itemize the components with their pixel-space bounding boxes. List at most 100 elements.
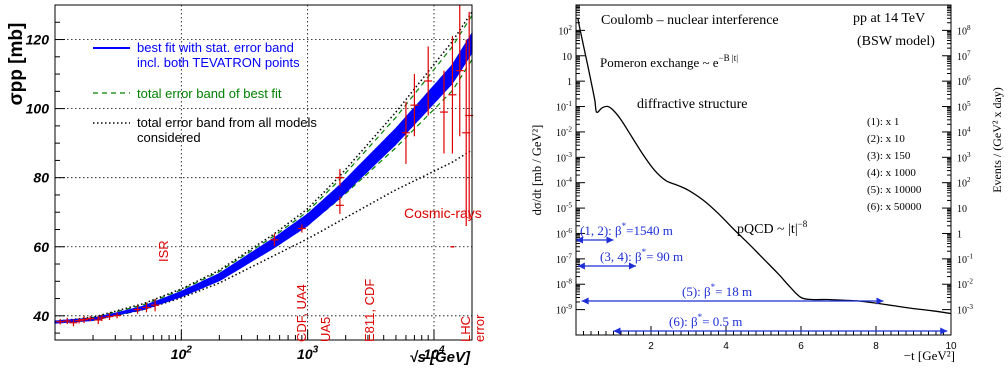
annotation-cdf-ua4: CDF, UA4 bbox=[294, 284, 309, 342]
beta-range-arrow-right bbox=[876, 297, 884, 305]
annotation-pqcd-main: pQCD ~ |t| bbox=[737, 222, 798, 237]
legend-label-best-fit-2: incl. both TEVATRON points bbox=[137, 55, 300, 70]
data-point bbox=[401, 101, 410, 164]
total-band-upper bbox=[54, 15, 473, 323]
annotation-lhc: LHC bbox=[458, 316, 473, 342]
left-ticks: 102 103 104 40 60 80 100 120 bbox=[26, 21, 473, 362]
data-point bbox=[439, 70, 448, 154]
annotation-coulomb: Coulomb – nuclear interference bbox=[601, 13, 779, 28]
left-x-tick-label: 103 bbox=[297, 345, 319, 362]
right-y2-tick-label: 105 bbox=[957, 100, 971, 114]
annotation-pqcd: pQCD ~ |t|−8 bbox=[737, 219, 808, 237]
right-y-axis-label-text: dσ/dt [mb / GeV²] bbox=[530, 125, 544, 216]
data-point bbox=[113, 312, 122, 319]
left-plot-frame bbox=[54, 4, 473, 341]
right-y2-axis-label-text: Events / (GeV² x day) bbox=[990, 87, 1004, 193]
data-point bbox=[151, 298, 160, 312]
beta-range-label: (1, 2): β*=1540 m bbox=[580, 221, 673, 238]
left-y-tick-label: 100 bbox=[26, 101, 50, 117]
left-y-tick-label: 40 bbox=[32, 308, 49, 324]
right-y-tick-label: 10-7 bbox=[556, 252, 572, 266]
right-x-axis-label: −t [GeV²] bbox=[904, 348, 955, 363]
right-y-tick-label: 10-6 bbox=[556, 227, 572, 241]
left-y-tick-label: 80 bbox=[33, 170, 49, 186]
beta-range-label: (5): β*= 18 m bbox=[682, 282, 752, 299]
right-y2-tick-label: 1 bbox=[957, 229, 962, 240]
right-y2-tick-label: 10-2 bbox=[957, 278, 973, 292]
right-y2-tick-label: 10-3 bbox=[957, 303, 973, 317]
beta-range-1: (1, 2): β*=1540 m bbox=[576, 221, 673, 244]
annotation-isr: ISR bbox=[156, 240, 171, 262]
data-point bbox=[75, 317, 84, 324]
right-y-tick-label: 10 bbox=[562, 52, 572, 63]
dsigma-dt-panel: 2 4 6 8 10 10-9 10-3 10-8 10-2 10-7 10-1 10-6 1 10-5 1… bbox=[530, 4, 1004, 363]
right-y2-tick-label: 10 bbox=[957, 204, 967, 215]
right-y2-tick-label: 107 bbox=[957, 49, 971, 63]
legend-label-best-fit: best fit with stat. error band bbox=[137, 40, 294, 55]
data-point bbox=[97, 314, 106, 322]
legend-label-all-models: total error band from all models bbox=[137, 115, 317, 130]
annotation-e811: E811, CDF bbox=[362, 279, 377, 342]
scale-factor-3: (3): x 150 bbox=[867, 150, 911, 162]
annotation-diffractive: diffractive structure bbox=[637, 97, 748, 112]
annotation-pomeron: Pomeron exchange ~ e−B |t| bbox=[600, 53, 738, 70]
right-y-tick-label: 10-1 bbox=[556, 100, 572, 114]
annotation-pqcd-exp: −8 bbox=[798, 219, 808, 229]
left-y-axis-label-text: σpp [mb] bbox=[6, 23, 27, 106]
left-x-axis-label: √s [GeV] bbox=[409, 349, 471, 366]
beta-range-arrow-right bbox=[940, 327, 948, 335]
right-beta-ranges: (1, 2): β*=1540 m (3, 4): β*= 90 m (5): β*… bbox=[576, 221, 948, 335]
left-y-tick-label: 60 bbox=[33, 239, 49, 255]
annotation-cdf-ua4-text: CDF, UA4 bbox=[294, 284, 309, 342]
data-point bbox=[142, 302, 151, 313]
annotation-lhc-error-text: error bbox=[472, 314, 487, 342]
data-point bbox=[297, 224, 306, 233]
right-ticks: 2 4 6 8 10 10-9 10-3 10-8 10-2 10-7 10-1 10-6 1 10-5 1… bbox=[556, 5, 973, 352]
right-y-tick-label: 10-3 bbox=[556, 151, 572, 165]
data-point bbox=[80, 316, 89, 324]
data-point bbox=[69, 319, 78, 327]
right-y-tick-label: 1 bbox=[567, 77, 572, 88]
annotation-isr-text: ISR bbox=[156, 240, 171, 262]
data-point bbox=[410, 74, 419, 137]
data-point bbox=[424, 46, 433, 116]
beta-range-arrow-right bbox=[629, 262, 636, 270]
right-y-tick-label: 10-4 bbox=[556, 176, 572, 190]
legend-label-total-band: total error band of best fit bbox=[137, 86, 282, 101]
left-x-tick-label: 104 bbox=[423, 345, 445, 362]
right-y2-axis-label: Events / (GeV² x day) bbox=[990, 87, 1004, 193]
left-data-points bbox=[56, 5, 474, 327]
right-y2-tick-label: 108 bbox=[957, 24, 971, 38]
data-point bbox=[63, 317, 72, 325]
beta-range-arrow-right bbox=[606, 236, 614, 244]
data-point bbox=[105, 313, 114, 320]
all-models-lower bbox=[54, 149, 473, 324]
beta-range-arrow-left bbox=[613, 327, 621, 335]
left-x-tick-label: 102 bbox=[171, 345, 193, 362]
right-x-tick-label: 2 bbox=[648, 341, 654, 352]
beta-range-arrow-left bbox=[577, 262, 585, 270]
right-y-tick-label: 10-2 bbox=[556, 125, 572, 139]
annotation-ua5-text: UA5 bbox=[318, 317, 333, 342]
scale-factor-4: (4): x 1000 bbox=[867, 167, 916, 179]
scale-factor-1: (1): x 1 bbox=[867, 116, 899, 128]
annotation-pomeron-main: Pomeron exchange ~ e bbox=[600, 55, 719, 70]
right-y-axis-label: dσ/dt [mb / GeV²] bbox=[530, 125, 544, 216]
beta-range-arrow-left bbox=[576, 236, 583, 244]
panel-header-line1: pp at 14 TeV bbox=[853, 11, 925, 26]
annotation-e811-text: E811, CDF bbox=[362, 279, 377, 342]
beta-range-label: (6): β*= 0.5 m bbox=[669, 312, 742, 329]
scale-factor-2: (2): x 10 bbox=[867, 133, 905, 145]
annotation-pomeron-exp: −B |t| bbox=[719, 53, 739, 63]
data-point bbox=[86, 315, 95, 322]
data-point bbox=[270, 233, 279, 247]
right-y-tick-label: 10-8 bbox=[556, 278, 572, 292]
data-point bbox=[335, 169, 344, 187]
data-point bbox=[133, 305, 142, 314]
right-y2-tick-label: 106 bbox=[957, 75, 971, 89]
left-legend: best fit with stat. error band incl. bot… bbox=[93, 40, 317, 145]
right-y2-tick-label: 104 bbox=[957, 125, 971, 139]
right-y2-tick-label: 102 bbox=[957, 176, 971, 190]
